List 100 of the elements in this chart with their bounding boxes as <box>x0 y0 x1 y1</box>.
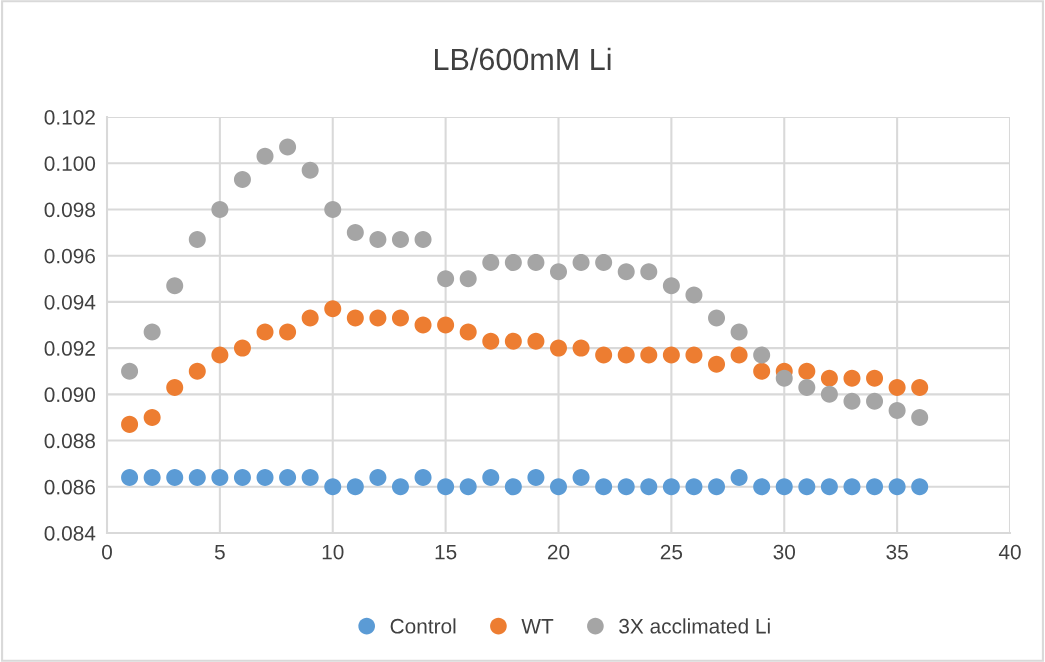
point <box>143 323 161 341</box>
point <box>843 478 861 496</box>
x-tick-label: 0 <box>102 544 112 560</box>
point <box>549 478 568 496</box>
point <box>482 469 500 487</box>
point <box>211 346 229 364</box>
point <box>211 200 229 218</box>
point <box>324 300 342 318</box>
point <box>730 323 748 341</box>
x-tick-label: 25 <box>660 544 683 560</box>
point <box>775 478 793 496</box>
point <box>595 254 613 272</box>
point <box>121 415 139 433</box>
point <box>640 346 658 364</box>
point <box>617 263 635 281</box>
point <box>866 369 884 387</box>
y-tick-label: 0.100 <box>44 156 96 171</box>
point <box>820 369 838 387</box>
point <box>662 346 680 364</box>
point <box>121 469 139 487</box>
point <box>459 323 477 341</box>
point <box>346 224 364 242</box>
point <box>685 478 703 496</box>
point <box>188 362 206 380</box>
y-tick-label: 0.094 <box>44 294 96 310</box>
point <box>233 170 251 188</box>
point <box>549 339 568 357</box>
point <box>437 270 455 288</box>
point <box>504 254 522 272</box>
point <box>256 323 274 341</box>
point <box>798 378 816 396</box>
x-tick-label: 35 <box>886 544 908 560</box>
point <box>166 469 184 487</box>
point <box>708 478 726 496</box>
point <box>324 200 342 218</box>
point <box>369 469 387 487</box>
point <box>414 316 432 334</box>
point <box>820 478 838 496</box>
x-tick-label: 40 <box>998 544 1021 560</box>
point <box>888 378 906 396</box>
point <box>730 469 748 487</box>
point <box>391 309 409 327</box>
legend-label: Control <box>390 618 456 634</box>
point <box>414 230 432 248</box>
point <box>256 469 274 487</box>
point <box>866 392 884 410</box>
point <box>798 362 816 380</box>
point <box>391 230 409 248</box>
point <box>888 478 906 496</box>
point <box>911 478 929 496</box>
point <box>143 408 161 426</box>
point <box>459 478 477 496</box>
point <box>685 286 703 304</box>
y-tick-label: 0.102 <box>44 110 95 125</box>
point <box>504 478 522 496</box>
point <box>301 161 319 179</box>
point <box>369 230 387 248</box>
point <box>143 469 161 487</box>
point <box>753 362 771 380</box>
y-tick-label: 0.090 <box>44 387 96 403</box>
point <box>504 332 522 350</box>
point <box>414 469 432 487</box>
point <box>233 469 251 487</box>
legend-label: WT <box>521 619 554 634</box>
point <box>279 323 297 341</box>
point <box>685 346 703 364</box>
x-tick-label: 10 <box>322 544 344 560</box>
point <box>572 254 590 272</box>
y-tick-label: 0.088 <box>44 433 95 449</box>
point <box>121 362 139 380</box>
point <box>482 332 500 350</box>
point <box>866 478 884 496</box>
point <box>753 478 771 496</box>
y-tick-label: 0.086 <box>44 479 95 495</box>
point <box>166 378 184 396</box>
legend-label: 3X acclimated Li <box>619 618 770 634</box>
point <box>572 469 590 487</box>
point <box>459 270 477 288</box>
chart-title: LB/600mM Li <box>435 47 611 71</box>
point <box>437 478 455 496</box>
point <box>188 230 206 248</box>
point <box>617 478 635 496</box>
y-tick-label: 0.098 <box>44 202 95 218</box>
point <box>527 332 545 350</box>
y-tick-label: 0.084 <box>44 526 96 541</box>
point <box>640 478 658 496</box>
point <box>301 469 319 487</box>
point <box>798 478 816 496</box>
y-tick-label: 0.092 <box>44 341 95 356</box>
point <box>662 478 680 496</box>
point <box>369 309 387 327</box>
point <box>346 309 364 327</box>
point <box>346 478 364 496</box>
point <box>843 392 861 410</box>
point <box>820 385 838 403</box>
point <box>188 469 206 487</box>
point <box>549 263 568 281</box>
point <box>527 254 545 272</box>
point <box>166 277 184 295</box>
point <box>911 378 929 396</box>
